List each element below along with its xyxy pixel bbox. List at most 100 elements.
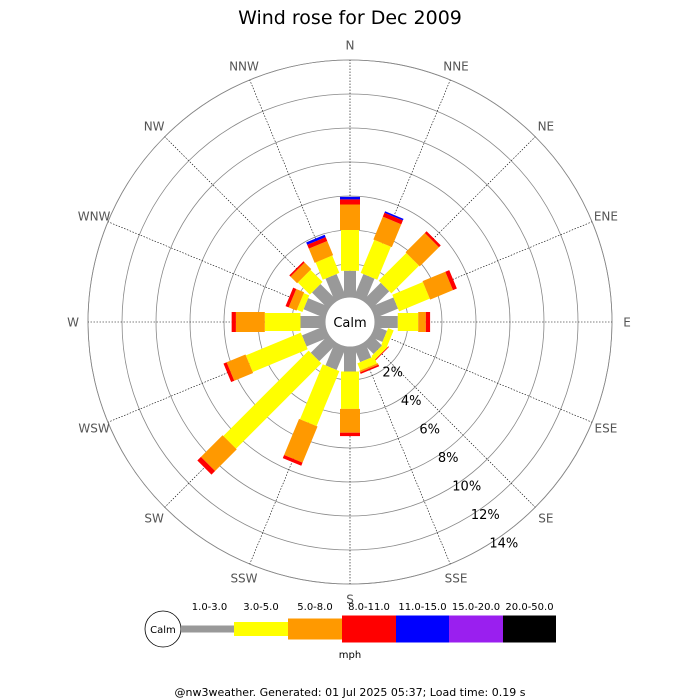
direction-label-S: S xyxy=(346,593,354,607)
bar-E-bin-3 xyxy=(425,312,431,332)
bar-SW-bin-0 xyxy=(310,334,338,362)
ring-label-10%: 10% xyxy=(452,479,481,494)
legend-swatch-2 xyxy=(288,618,342,640)
bar-N-bin-4 xyxy=(340,196,360,200)
direction-label-NNW: NNW xyxy=(229,60,259,74)
direction-label-ESE: ESE xyxy=(595,422,618,436)
ring-label-8%: 8% xyxy=(438,451,459,466)
bar-SSE-bin-0 xyxy=(353,341,372,363)
bar-S-bin-0 xyxy=(344,346,356,372)
bar-SE-bin-1 xyxy=(371,343,388,360)
bar-N-bin-2 xyxy=(340,204,360,230)
bar-ENE-bin-1 xyxy=(392,282,430,312)
bar-NW-bin-0 xyxy=(311,283,338,310)
bar-E-bin-0 xyxy=(374,316,398,328)
bar-N-bin-0 xyxy=(344,270,356,298)
bar-SW-bin-1 xyxy=(223,350,322,449)
bar-SSE-bin-1 xyxy=(357,356,377,371)
footer-text: @nw3weather. Generated: 01 Jul 2025 05:3… xyxy=(175,686,526,699)
legend-swatch-0 xyxy=(181,625,234,633)
bar-NNW-bin-2 xyxy=(308,241,334,263)
bar-NNW-bin-3 xyxy=(307,237,328,249)
ring-label-2%: 2% xyxy=(382,365,403,380)
bar-ENE-bin-0 xyxy=(369,297,399,319)
bar-W-bin-0 xyxy=(300,316,326,328)
bar-W-bin-3 xyxy=(231,312,236,332)
bar-NE-bin-0 xyxy=(362,282,390,310)
legend-label-4: 11.0-15.0 xyxy=(398,602,446,613)
bar-SSW-bin-1 xyxy=(299,364,340,427)
ring-4 xyxy=(155,127,545,517)
bar-group-SSE xyxy=(353,341,380,374)
bar-S-bin-3 xyxy=(340,432,360,437)
bar-NW-bin-3 xyxy=(289,261,305,277)
bar-group-WNW xyxy=(285,287,331,319)
bar-WSW-bin-2 xyxy=(226,354,254,381)
bar-E-bin-2 xyxy=(418,312,426,332)
bar-S-bin-2 xyxy=(340,408,360,433)
bar-S-bin-1 xyxy=(341,371,359,409)
bar-NNW-bin-4 xyxy=(306,234,326,245)
bar-SSE-bin-3 xyxy=(360,364,380,374)
bar-WSW-bin-3 xyxy=(223,362,235,383)
calm-label: Calm xyxy=(333,316,366,331)
bar-NNE-bin-3 xyxy=(382,212,403,225)
bar-group-N xyxy=(340,196,360,298)
bar-WNW-bin-3 xyxy=(285,287,297,308)
direction-label-WSW: WSW xyxy=(78,422,109,436)
bar-E-bin-1 xyxy=(397,313,419,331)
bar-SW-bin-3 xyxy=(197,456,216,475)
legend-label-6: 20.0-50.0 xyxy=(505,602,553,613)
bar-group-W xyxy=(231,312,326,332)
legend-label-1: 3.0-5.0 xyxy=(243,602,278,613)
direction-label-SSE: SSE xyxy=(445,571,468,585)
bar-WNW-bin-1 xyxy=(296,293,310,313)
bar-NE-bin-1 xyxy=(378,252,420,294)
bar-WNW-bin-0 xyxy=(303,298,331,319)
bar-NNW-bin-0 xyxy=(325,273,347,303)
direction-label-N: N xyxy=(346,39,355,53)
direction-label-SE: SE xyxy=(538,511,553,525)
bar-NW-bin-1 xyxy=(297,269,323,295)
bar-NE-bin-3 xyxy=(424,231,441,248)
bar-SE-bin-3 xyxy=(374,346,390,362)
bar-NW-bin-2 xyxy=(290,262,312,284)
bar-SSW-bin-3 xyxy=(282,454,303,466)
legend-swatch-5 xyxy=(449,615,503,643)
legend-swatch-4 xyxy=(396,615,449,643)
spoke-SSE xyxy=(358,344,451,565)
chart-title: Wind rose for Dec 2009 xyxy=(238,7,462,29)
direction-label-NE: NE xyxy=(538,120,555,134)
bar-group-SSW xyxy=(282,341,347,466)
ring-label-14%: 14% xyxy=(489,536,518,551)
bar-ENE-bin-3 xyxy=(445,270,457,291)
spoke-SE xyxy=(366,338,536,508)
bar-W-bin-1 xyxy=(264,313,301,331)
bar-NNE-bin-0 xyxy=(353,273,375,303)
legend-calm-label: Calm xyxy=(150,625,176,636)
bar-group-E xyxy=(374,312,431,332)
legend-unit: mph xyxy=(339,650,361,661)
direction-label-SSW: SSW xyxy=(230,571,257,585)
bar-W-bin-2 xyxy=(235,312,265,332)
direction-label-NNE: NNE xyxy=(443,60,469,74)
bar-SE-bin-0 xyxy=(362,334,383,355)
bar-SSW-bin-0 xyxy=(325,341,347,371)
legend-label-5: 15.0-20.0 xyxy=(452,602,500,613)
bar-group-WSW xyxy=(223,325,331,383)
legend-label-3: 8.0-11.0 xyxy=(348,602,390,613)
direction-label-E: E xyxy=(623,316,631,330)
bar-group-S xyxy=(340,346,360,437)
calm-circle xyxy=(325,297,375,347)
bar-SSE-bin-2 xyxy=(359,363,379,373)
ring-label-4%: 4% xyxy=(401,394,422,409)
direction-label-ENE: ENE xyxy=(594,209,618,223)
ring-label-6%: 6% xyxy=(419,422,440,437)
bar-SW-bin-2 xyxy=(200,435,237,472)
bar-NNE-bin-2 xyxy=(373,216,402,248)
direction-label-NW: NW xyxy=(144,120,165,134)
bar-group-SE xyxy=(362,334,390,362)
direction-label-WNW: WNW xyxy=(78,209,111,223)
